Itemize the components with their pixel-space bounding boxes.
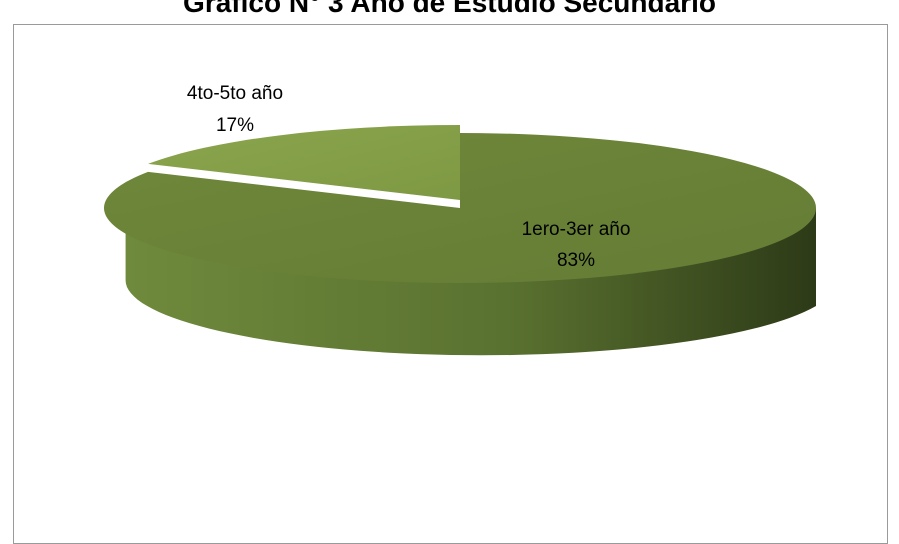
slice-label-name-2: 4to-5to año: [187, 83, 283, 104]
pie-slice-secondary: [148, 125, 460, 200]
chart-title: Grafico N° 3 Año de Estudio Secundario: [183, 0, 716, 18]
pie-slice-primary: [103, 133, 816, 283]
pie-chart: 1ero-3er año 83% 4to-5to año 17%: [103, 83, 816, 356]
slice-label-value-1: 83%: [557, 250, 595, 271]
slice-label-name-1: 1ero-3er año: [522, 219, 631, 240]
slice-label-value-2: 17%: [216, 115, 254, 136]
